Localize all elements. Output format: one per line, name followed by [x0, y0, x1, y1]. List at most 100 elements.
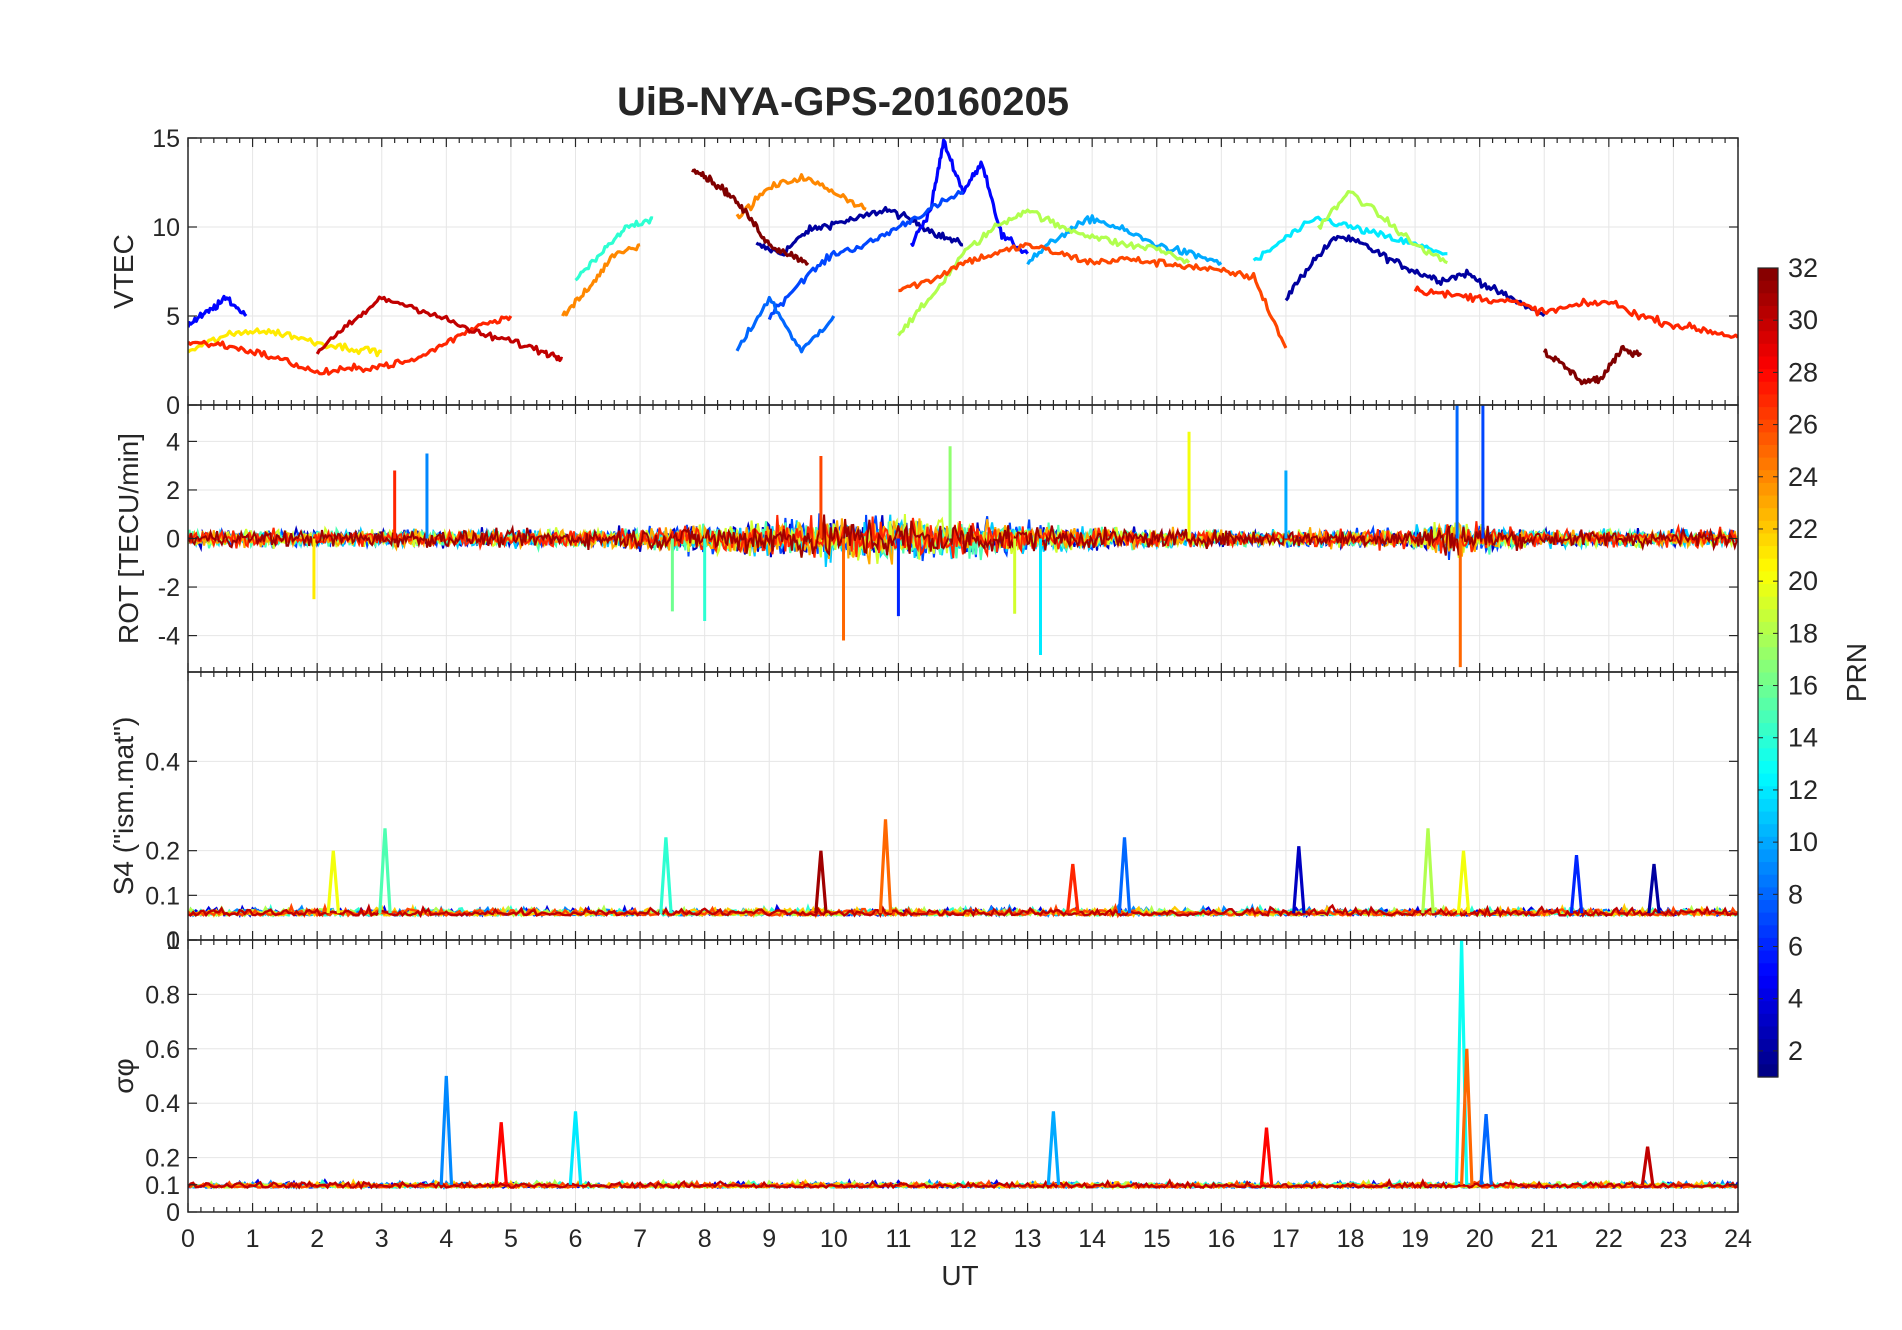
peak	[1479, 1113, 1493, 1185]
colorbar-segment	[1758, 887, 1778, 901]
series-prn-30	[188, 903, 1738, 919]
vtec-series-prn-2	[1284, 234, 1546, 318]
colorbar-segment	[1758, 723, 1778, 737]
colorbar-segment	[1758, 584, 1778, 598]
x-tick-label: 14	[1078, 1225, 1106, 1253]
colorbar-segment	[1758, 609, 1778, 623]
rot-series-prn-31	[188, 514, 1738, 558]
colorbar-segment	[1758, 482, 1778, 497]
colorbar-segment	[1758, 621, 1778, 636]
y-tick-label: 5	[166, 303, 180, 331]
y-tick-label: 0	[166, 1199, 180, 1227]
x-tick-label: 10	[820, 1225, 848, 1253]
vtec-series-prn-14	[574, 216, 654, 282]
x-tick-label: 17	[1272, 1225, 1300, 1253]
colorbar-segment	[1758, 546, 1778, 560]
chart-title: UiB-NYA-GPS-20160205	[617, 80, 1069, 124]
peak	[1117, 837, 1132, 914]
colorbar-segment	[1758, 697, 1778, 712]
colorbar-segment	[1758, 988, 1778, 1002]
colorbar-segment	[1758, 1001, 1778, 1015]
grid	[187, 672, 1739, 941]
colorbar-segment	[1758, 558, 1778, 572]
peak	[326, 850, 341, 914]
colorbar-tick-label: 26	[1788, 410, 1818, 440]
peak	[494, 1122, 508, 1185]
x-tick-label: 11	[885, 1225, 911, 1253]
colorbar-segment	[1758, 381, 1778, 396]
colorbar-tick-label: 32	[1788, 253, 1818, 283]
panel-2: -4 -2 0 2 4 ROT [TECU/min]	[113, 404, 1739, 673]
colorbar-segment	[1758, 533, 1778, 547]
x-tick-label: 6	[569, 1225, 583, 1253]
peak	[659, 837, 673, 914]
x-ticks	[187, 672, 1739, 940]
colorbar-segment	[1758, 647, 1778, 661]
y-tick-label: 1	[166, 927, 180, 955]
y-axis-label: σφ	[108, 1058, 139, 1093]
peak	[1046, 1111, 1061, 1185]
peak	[1259, 1127, 1274, 1185]
peak	[568, 1111, 583, 1185]
panel-3: 0 0.1 0.2 0.4S4 ("ism.mat")	[108, 671, 1739, 955]
colorbar-tick-label: 22	[1788, 514, 1818, 544]
series-prn-30	[188, 1178, 1738, 1191]
colorbar-segment	[1758, 950, 1778, 964]
x-tick-label: 2	[310, 1225, 324, 1253]
x-ticks	[187, 405, 1739, 672]
vtec-series-prn-26	[898, 242, 1288, 349]
colorbar-tick-label: 8	[1788, 879, 1803, 909]
vtec-series-prn-21	[188, 327, 383, 358]
y-axis-label: S4 ("ism.mat")	[108, 717, 139, 896]
x-tick-label: 21	[1530, 1225, 1558, 1253]
peak	[439, 1075, 454, 1185]
vtec-series-prn-10	[1026, 214, 1223, 266]
colorbar-segment	[1758, 659, 1778, 674]
colorbar-label: PRN	[1841, 643, 1872, 702]
plot-area	[188, 405, 1738, 668]
y-tick-label: -2	[158, 574, 180, 602]
colorbar-segment	[1758, 407, 1778, 421]
colorbar-segment	[1758, 495, 1778, 509]
colorbar-tick-label: 30	[1788, 305, 1818, 335]
colorbar-segment	[1758, 1064, 1778, 1078]
y-tick-label: 0	[166, 392, 180, 420]
colorbar-tick-label: 24	[1788, 462, 1818, 492]
colorbar-segment	[1758, 735, 1778, 749]
peak	[1456, 850, 1471, 914]
colorbar-segment	[1758, 457, 1778, 471]
panel-1: 0 5 10 15 VTEC	[108, 125, 1739, 420]
colorbar-segment	[1758, 293, 1778, 307]
colorbar-segment	[1758, 912, 1778, 926]
colorbar-segment	[1758, 369, 1778, 383]
colorbar-segment	[1758, 672, 1778, 686]
colorbar-segment	[1758, 508, 1778, 522]
colorbar-segment	[1758, 811, 1778, 825]
colorbar-segment	[1758, 356, 1778, 370]
y-tick-label: 0.4	[145, 748, 180, 776]
x-tick-label: 12	[949, 1225, 977, 1253]
vtec-series-prn-24	[735, 173, 867, 220]
peak	[814, 850, 828, 914]
colorbar-segment	[1758, 773, 1778, 787]
colorbar-frame	[1757, 267, 1779, 1078]
peak	[378, 828, 392, 914]
y-tick-label: 0.6	[145, 1036, 180, 1064]
vtec-series-prn-27	[188, 315, 513, 376]
y-tick-label: 15	[152, 125, 180, 153]
y-tick-label: 0.2	[145, 838, 180, 866]
colorbar-segment	[1758, 685, 1778, 699]
colorbar-segment	[1758, 975, 1778, 990]
colorbar-segment	[1758, 874, 1778, 888]
x-tick-label: 0	[181, 1225, 195, 1253]
x-tick-label: 9	[762, 1225, 776, 1253]
colorbar-segment	[1758, 470, 1778, 484]
colorbar-tick-label: 14	[1788, 723, 1818, 753]
colorbar-segment	[1758, 1013, 1778, 1028]
colorbar-segment	[1758, 571, 1778, 585]
colorbar-segment	[1758, 937, 1778, 952]
colorbar-segment	[1758, 963, 1778, 977]
colorbar-segment	[1758, 824, 1778, 838]
colorbar-segment	[1758, 900, 1778, 914]
peak	[1640, 1146, 1655, 1186]
